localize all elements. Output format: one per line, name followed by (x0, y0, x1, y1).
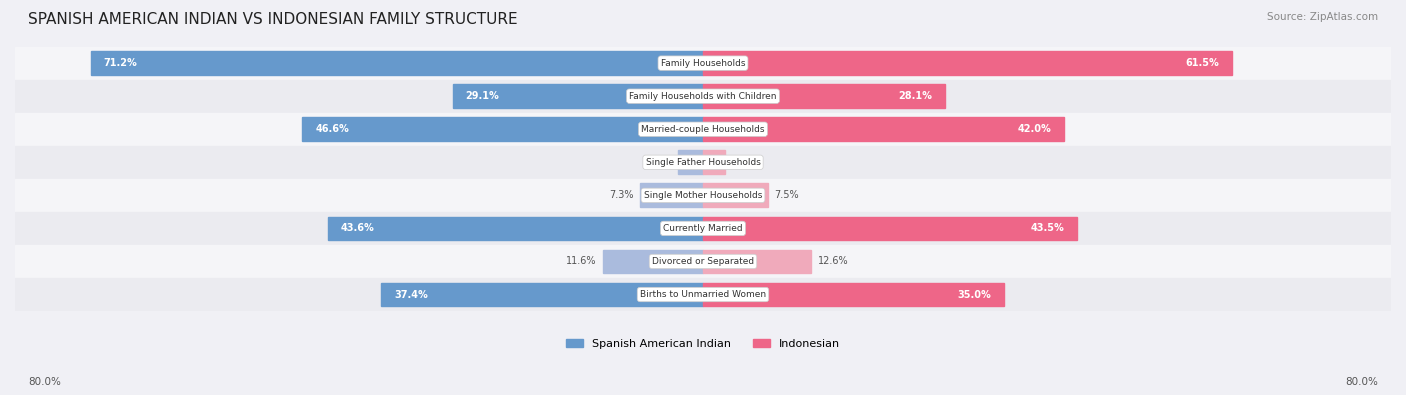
Bar (15, 80, 1391, 113)
Bar (453, 84, 703, 108)
Bar (603, 250, 703, 273)
Bar (703, 216, 1077, 240)
Text: 28.1%: 28.1% (898, 91, 932, 101)
Text: Currently Married: Currently Married (664, 224, 742, 233)
Text: 43.6%: 43.6% (340, 224, 374, 233)
Bar (703, 283, 1004, 307)
Text: 2.6%: 2.6% (733, 157, 756, 167)
Text: 2.9%: 2.9% (647, 157, 671, 167)
Bar (381, 283, 703, 307)
Text: Births to Unmarried Women: Births to Unmarried Women (640, 290, 766, 299)
Bar (90, 51, 703, 75)
Bar (703, 51, 1232, 75)
Bar (703, 84, 945, 108)
Text: Family Households with Children: Family Households with Children (630, 92, 776, 101)
Text: 11.6%: 11.6% (565, 256, 596, 267)
Bar (703, 117, 1064, 141)
Text: Single Father Households: Single Father Households (645, 158, 761, 167)
Text: Divorced or Separated: Divorced or Separated (652, 257, 754, 266)
Text: 35.0%: 35.0% (957, 290, 991, 299)
Text: SPANISH AMERICAN INDIAN VS INDONESIAN FAMILY STRUCTURE: SPANISH AMERICAN INDIAN VS INDONESIAN FA… (28, 12, 517, 27)
Bar (703, 150, 725, 174)
Bar (15, 146, 1391, 179)
Text: 80.0%: 80.0% (28, 377, 60, 387)
Text: 7.3%: 7.3% (609, 190, 633, 200)
Text: 42.0%: 42.0% (1018, 124, 1052, 134)
Text: 43.5%: 43.5% (1031, 224, 1064, 233)
Text: Married-couple Households: Married-couple Households (641, 125, 765, 134)
Bar (15, 212, 1391, 245)
Bar (703, 250, 811, 273)
Text: 12.6%: 12.6% (818, 256, 849, 267)
Text: Single Mother Households: Single Mother Households (644, 191, 762, 200)
Bar (15, 179, 1391, 212)
Bar (640, 183, 703, 207)
Text: Family Households: Family Households (661, 58, 745, 68)
Bar (15, 278, 1391, 311)
Bar (328, 216, 703, 240)
Text: 7.5%: 7.5% (775, 190, 799, 200)
Text: 46.6%: 46.6% (315, 124, 349, 134)
Bar (15, 245, 1391, 278)
Bar (703, 183, 768, 207)
Text: Source: ZipAtlas.com: Source: ZipAtlas.com (1267, 12, 1378, 22)
Text: 80.0%: 80.0% (1346, 377, 1378, 387)
Bar (15, 113, 1391, 146)
Text: 29.1%: 29.1% (465, 91, 499, 101)
Bar (678, 150, 703, 174)
Bar (15, 47, 1391, 80)
Text: 61.5%: 61.5% (1185, 58, 1219, 68)
Text: 37.4%: 37.4% (394, 290, 427, 299)
Text: 71.2%: 71.2% (104, 58, 138, 68)
Bar (302, 117, 703, 141)
Legend: Spanish American Indian, Indonesian: Spanish American Indian, Indonesian (562, 334, 844, 353)
